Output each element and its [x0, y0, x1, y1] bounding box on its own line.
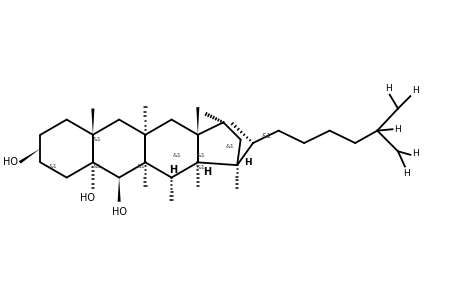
Text: HO: HO	[3, 157, 19, 167]
Polygon shape	[91, 108, 94, 135]
Text: &1: &1	[261, 133, 271, 139]
Text: &1: &1	[196, 165, 205, 170]
Text: H: H	[394, 125, 401, 134]
Text: H: H	[385, 84, 392, 93]
Text: H: H	[412, 149, 418, 158]
Text: &1: &1	[93, 137, 101, 142]
Text: H: H	[403, 168, 410, 178]
Text: H: H	[203, 167, 211, 177]
Text: H: H	[169, 165, 178, 175]
Text: H: H	[244, 158, 252, 167]
Text: &1: &1	[93, 164, 101, 169]
Text: &1: &1	[49, 164, 57, 169]
Polygon shape	[118, 178, 120, 202]
Text: &1: &1	[196, 153, 205, 158]
Polygon shape	[196, 107, 199, 135]
Text: HO: HO	[80, 193, 95, 203]
Text: &1: &1	[226, 144, 235, 149]
Text: &1: &1	[173, 153, 181, 158]
Text: HO: HO	[112, 207, 127, 217]
Polygon shape	[19, 149, 40, 163]
Text: H: H	[412, 86, 418, 95]
Text: &1: &1	[136, 164, 145, 169]
